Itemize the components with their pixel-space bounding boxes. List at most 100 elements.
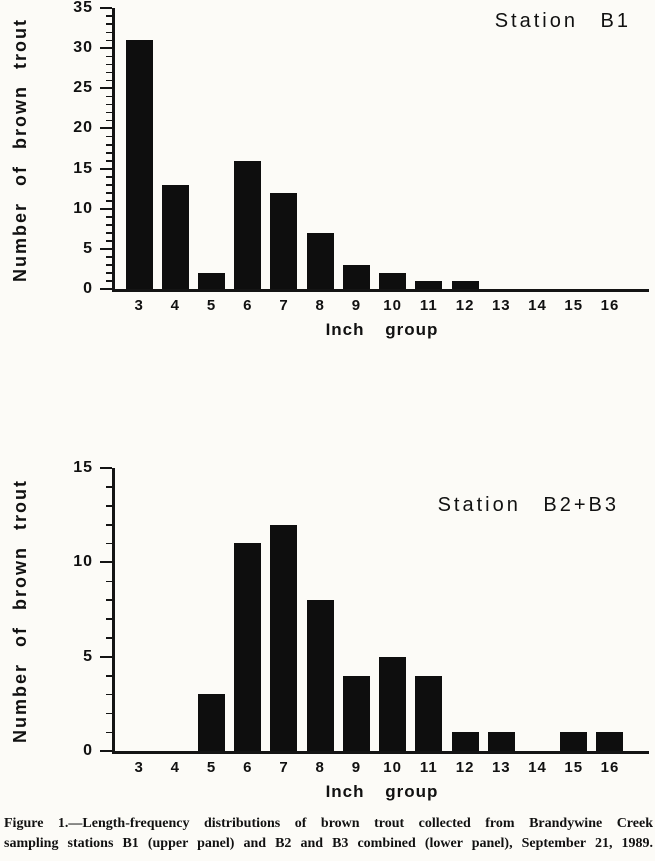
bar-slot-inch-10 (375, 468, 411, 751)
y-axis-tick (106, 618, 112, 620)
y-axis-tick (106, 95, 112, 98)
x-tick-label: 15 (564, 759, 584, 776)
y-tick-label: 35 (73, 0, 93, 16)
bar-inch-10 (379, 656, 407, 751)
y-axis-tick (106, 103, 112, 106)
y-axis-tick (106, 542, 112, 545)
y-tick-label: 10 (73, 553, 93, 571)
y-tick-label: 20 (73, 119, 93, 137)
y-axis-tick (100, 47, 112, 50)
x-tick-label: 3 (134, 297, 144, 314)
y-axis-tick (106, 280, 112, 282)
bar-inch-9 (342, 675, 370, 751)
caption-line-1: Figure 1.—Length-frequency distributions… (4, 816, 653, 831)
y-axis-tick (100, 467, 112, 469)
figure-caption: Figure 1.—Length-frequency distributions… (4, 814, 653, 854)
x-tick-label: 16 (600, 759, 620, 776)
y-axis-tick (100, 167, 112, 170)
bar-inch-16 (596, 732, 624, 751)
plot-area: 0 5 10 15 Station B2+B3 3 4 5 6 7 8 9 10 11 12 13 14 15… (73, 459, 649, 801)
y-axis-tick (106, 71, 112, 74)
y-axis-tick (100, 288, 112, 290)
x-tick-label: 4 (170, 297, 180, 314)
bar-slot-inch-6 (230, 468, 266, 751)
y-tick-label: 0 (83, 280, 93, 297)
x-tick-label: 13 (491, 297, 511, 314)
x-tick-label: 5 (206, 759, 217, 776)
x-tick-label: 9 (351, 759, 362, 776)
bar-inch-4 (161, 184, 189, 289)
bar-slot-inch-15 (556, 468, 592, 751)
y-axis-tick (106, 486, 112, 488)
y-axis-tick (106, 224, 112, 226)
bars-area (121, 8, 628, 289)
bar-inch-13 (487, 732, 515, 751)
bar-slot-inch-4 (157, 468, 193, 751)
caption-line-2: sampling stations B1 (upper panel) and B… (4, 836, 653, 851)
y-axis-tick (106, 505, 112, 507)
x-tick-label: 15 (564, 297, 584, 314)
x-tick-label: 6 (243, 297, 253, 314)
y-tick-label: 25 (73, 79, 93, 97)
y-axis-tick (106, 693, 112, 696)
y-tick-label: 5 (83, 647, 93, 665)
bar-slot-inch-8 (302, 8, 338, 289)
y-axis-tick (100, 127, 112, 130)
y-axis-tick (106, 184, 112, 186)
bar-inch-9 (342, 264, 370, 289)
x-tick-label: 6 (243, 759, 253, 776)
y-axis-tick (100, 750, 112, 752)
y-axis-tick (106, 674, 112, 677)
y-axis-tick (106, 151, 112, 154)
bar-inch-3 (125, 40, 153, 289)
y-axis-tick (106, 135, 112, 138)
x-tick-label: 10 (383, 297, 402, 314)
bar-inch-12 (451, 732, 479, 751)
x-tick-label: 11 (419, 297, 438, 314)
x-tick-label: 8 (315, 759, 325, 776)
x-tick-label: 5 (206, 297, 217, 314)
y-axis-tick (106, 119, 112, 122)
y-axis-tick (106, 39, 112, 42)
y-axis-tick (106, 23, 112, 26)
y-axis-tick (106, 580, 112, 583)
bar-inch-5 (198, 694, 226, 751)
bar-inch-12 (451, 280, 479, 289)
y-axis-tick (106, 256, 112, 258)
y-axis-tick (106, 159, 112, 162)
bar-slot-inch-13 (483, 468, 519, 751)
chart-title: Station B1 (494, 10, 631, 32)
bar-inch-10 (379, 272, 407, 289)
y-axis: 0 5 10 15 (73, 459, 649, 759)
y-tick-label: 30 (73, 39, 93, 57)
bar-slot-inch-3 (121, 468, 157, 751)
y-axis-tick (100, 561, 112, 564)
bar-inch-11 (415, 280, 443, 289)
bar-inch-11 (415, 675, 443, 751)
y-axis-tick (106, 143, 112, 146)
y-axis-tick (100, 7, 112, 9)
y-axis-tick (106, 731, 112, 734)
y-axis-tick (106, 15, 112, 18)
y-tick-label: 5 (83, 239, 93, 257)
y-axis-tick (106, 55, 112, 58)
x-tick-label: 12 (455, 297, 475, 314)
bar-inch-7 (270, 192, 298, 289)
bar-slot-inch-7 (266, 468, 302, 751)
bar-slot-inch-10 (375, 8, 411, 289)
bar-inch-15 (560, 732, 588, 751)
y-tick-label: 0 (83, 742, 93, 759)
y-axis-tick (106, 637, 112, 639)
bar-slot-inch-4 (157, 8, 193, 289)
y-axis-tick (106, 264, 112, 266)
y-axis-tick (106, 63, 112, 66)
y-axis: 0 5 10 15 20 25 30 35 (73, 0, 649, 297)
y-axis-tick (100, 207, 112, 210)
plot-area: 0 5 10 15 20 25 30 35 Station B1 3 4 5 6 7 8 9 10 11 12 1… (73, 0, 649, 339)
x-tick-label: 12 (455, 759, 475, 776)
x-tick-label: 14 (528, 297, 547, 314)
x-tick-label: 11 (419, 759, 438, 776)
y-axis-tick (106, 79, 112, 82)
